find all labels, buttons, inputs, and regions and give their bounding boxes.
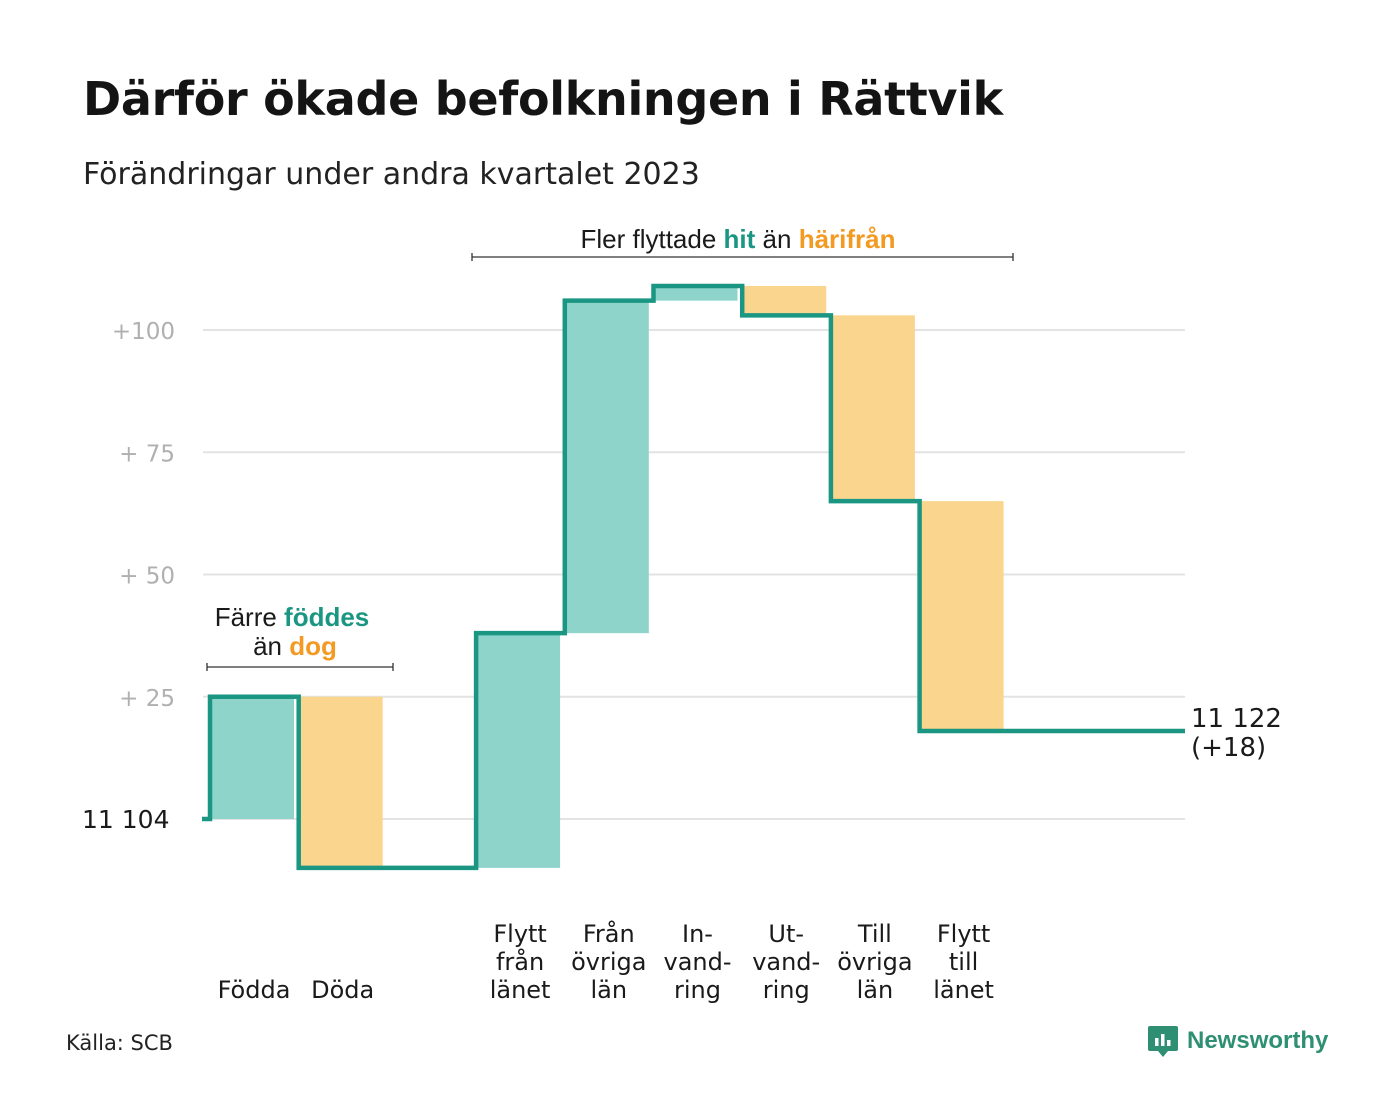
x-category-label: Från	[583, 919, 635, 948]
step-line	[202, 283, 1185, 871]
x-category-label: Döda	[311, 976, 374, 1004]
x-category-labels: Födda DödaFlyttfrånlänetFrånövrigalänIn-v…	[218, 919, 994, 1004]
births-annotation-line2: än dog	[253, 631, 337, 661]
x-category-label: Till	[857, 920, 892, 948]
annotation-text: än	[253, 631, 289, 661]
waterfall-bar	[653, 285, 738, 301]
x-category-label: ring	[674, 976, 721, 1004]
x-category-label: till	[949, 948, 978, 976]
source-label: Källa: SCB	[66, 1031, 173, 1055]
brand-name: Newsworthy	[1187, 1027, 1329, 1054]
waterfall-bar	[476, 633, 561, 868]
x-category-label: från	[496, 947, 544, 976]
brand-logo: Newsworthy	[1147, 1024, 1328, 1058]
x-category-label: Ut-	[768, 920, 804, 948]
end-value-label: 11 122	[1191, 704, 1282, 734]
x-category-label: länet	[933, 976, 994, 1004]
annotation-highlight: dog	[289, 631, 337, 661]
y-tick-label: + 50	[119, 564, 175, 590]
waterfall-bar	[210, 696, 294, 819]
x-category-label: övriga	[837, 948, 912, 976]
births-annotation-line1: Färre föddes	[215, 602, 370, 632]
y-tick-label: + 25	[119, 686, 175, 712]
x-category-label: vand-	[663, 948, 731, 976]
chart-speech-bubble-icon	[1148, 1026, 1178, 1057]
y-tick-labels: +100 + 75 + 50 + 25 11 104 11 122(+18)	[82, 319, 1282, 834]
annotation-highlight: hit	[724, 224, 756, 254]
cumulative-step-line	[202, 283, 1185, 871]
waterfall-bar	[564, 300, 649, 634]
x-category-label: län	[857, 976, 894, 1004]
chart-title: Därför ökade befolkningen i Rättvik	[83, 72, 1003, 126]
start-value-label: 11 104	[82, 805, 169, 834]
annotation-text: än	[755, 224, 798, 254]
x-category-label: länet	[490, 976, 551, 1004]
annotation-highlight: föddes	[284, 602, 369, 632]
waterfall-bar	[742, 285, 827, 316]
migration-annotation: Fler flyttade hit än härifrån	[580, 224, 895, 254]
x-category-label: Flytt	[937, 920, 991, 948]
y-tick-label: + 75	[119, 441, 175, 467]
annotation-text: Fler flyttade	[580, 224, 723, 254]
chart-subtitle: Förändringar under andra kvartalet 2023	[83, 157, 700, 192]
x-category-label: vand-	[752, 948, 820, 976]
x-category-label: övriga	[571, 948, 646, 976]
waterfall-bar	[830, 315, 915, 502]
end-change-label: (+18)	[1191, 733, 1266, 763]
x-category-label: In-	[682, 920, 713, 948]
x-category-label: Flytt	[493, 920, 547, 948]
x-category-label: Födda	[218, 976, 291, 1004]
y-tick-label: +100	[112, 319, 175, 345]
x-category-label: ring	[763, 976, 810, 1004]
annotation-highlight: härifrån	[799, 224, 896, 254]
bars	[210, 285, 1004, 868]
waterfall-bar	[298, 696, 383, 868]
x-category-label: län	[591, 976, 628, 1004]
annotation-text: Färre	[215, 602, 284, 632]
waterfall-bar	[919, 501, 1004, 731]
